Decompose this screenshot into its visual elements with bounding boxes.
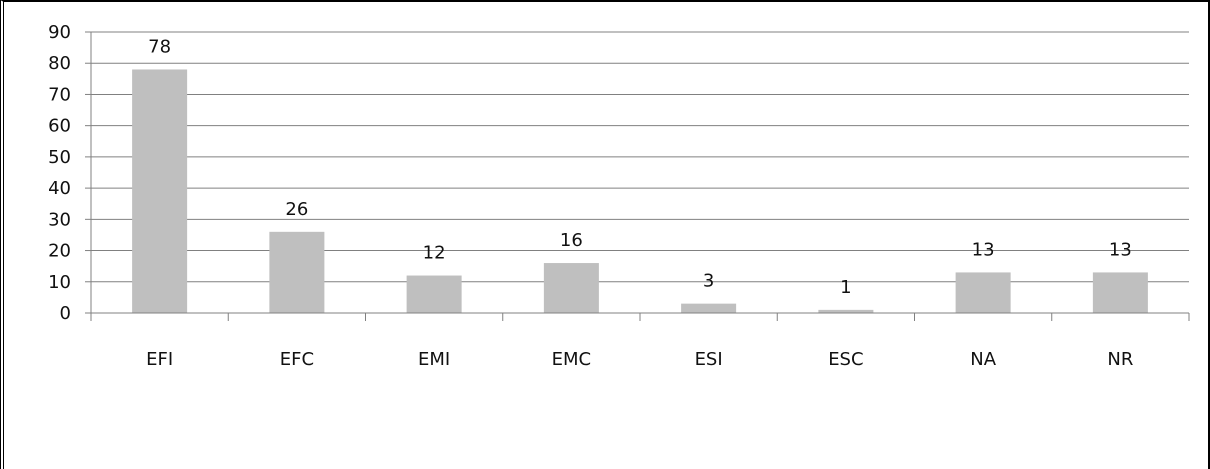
bar-esi [681, 303, 737, 313]
data-label-na: 13 [972, 239, 995, 260]
y-tick-label: 70 [48, 84, 71, 105]
bar-nr [1092, 272, 1148, 313]
data-label-efc: 26 [285, 199, 308, 220]
data-label-nr: 13 [1109, 239, 1132, 260]
data-label-emi: 12 [423, 243, 446, 264]
y-tick-label: 40 [48, 178, 71, 199]
y-tick-label: 60 [48, 116, 71, 137]
y-tick-label: 50 [48, 147, 71, 168]
bar-na [955, 272, 1011, 313]
y-tick-label: 10 [48, 272, 71, 293]
y-tick-label: 90 [48, 22, 71, 43]
x-tick-label-emi: EMI [418, 349, 450, 370]
x-tick-label-nr: NR [1107, 349, 1133, 370]
y-tick-label: 20 [48, 241, 71, 262]
bar-emc [543, 263, 599, 313]
y-tick-label: 30 [48, 209, 71, 230]
bars [132, 69, 1148, 313]
x-tick-label-emc: EMC [552, 349, 591, 370]
data-labels: 78 26 12 16 3 1 13 13 [148, 36, 1132, 297]
data-label-emc: 16 [560, 230, 583, 251]
gridlines [91, 31, 1189, 283]
x-tick-label-esc: ESC [828, 349, 863, 370]
bar-emi [406, 275, 462, 313]
y-axis-ticks: 0 10 20 30 40 50 60 70 80 90 [48, 22, 92, 324]
x-axis: EFI EFC EMI EMC ESI ESC NA NR [90, 312, 1190, 370]
y-tick-label: 80 [48, 53, 71, 74]
bar-efi [132, 69, 188, 313]
x-tick-label-esi: ESI [695, 349, 723, 370]
data-label-esi: 3 [703, 271, 714, 292]
x-tick-label-efi: EFI [146, 349, 173, 370]
bar-esc [818, 309, 874, 313]
data-label-efi: 78 [148, 36, 171, 57]
y-tick-label: 0 [60, 303, 71, 324]
bar-efc [269, 231, 325, 313]
x-tick-label-efc: EFC [280, 349, 314, 370]
data-label-esc: 1 [840, 277, 851, 298]
x-tick-label-na: NA [970, 349, 996, 370]
